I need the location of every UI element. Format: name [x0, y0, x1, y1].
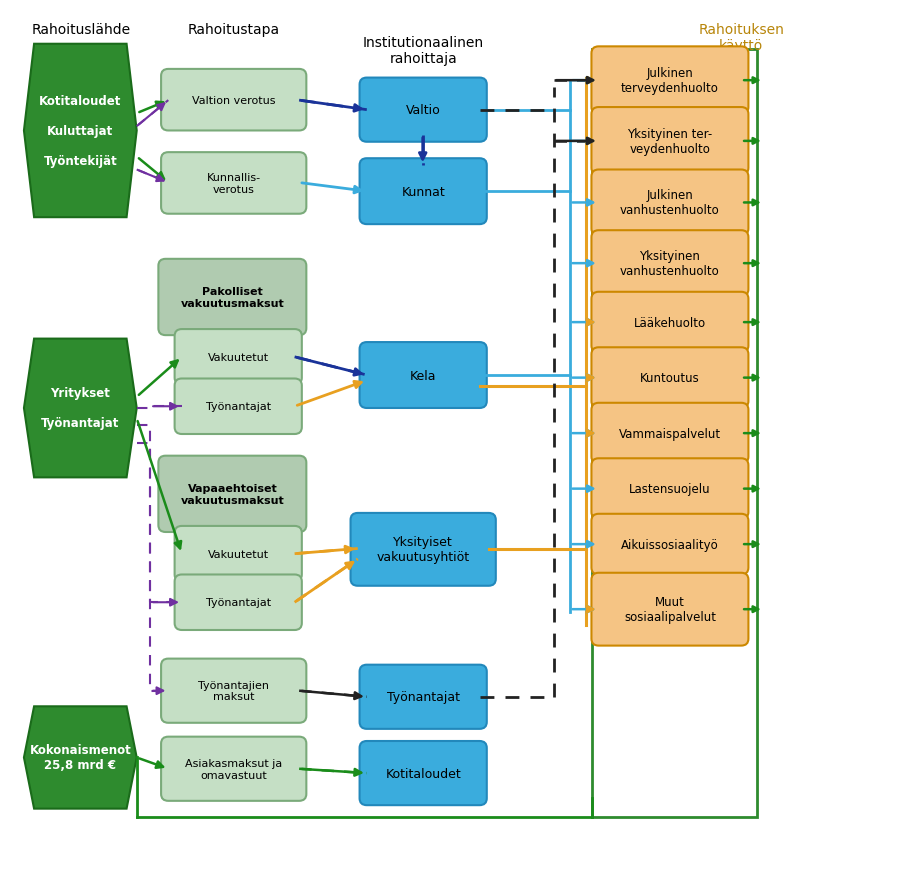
Text: Kotitaloudet: Kotitaloudet	[386, 766, 461, 779]
FancyBboxPatch shape	[161, 659, 306, 723]
Text: Työnantajien
maksut: Työnantajien maksut	[198, 680, 269, 701]
FancyBboxPatch shape	[592, 231, 748, 297]
FancyBboxPatch shape	[592, 348, 748, 408]
FancyBboxPatch shape	[175, 574, 302, 630]
FancyBboxPatch shape	[592, 514, 748, 574]
Text: Institutionaalinen
rahoittaja: Institutionaalinen rahoittaja	[363, 36, 484, 66]
Text: Muut
sosiaalipalvelut: Muut sosiaalipalvelut	[624, 595, 716, 623]
FancyBboxPatch shape	[350, 514, 496, 586]
FancyBboxPatch shape	[592, 403, 748, 464]
Text: Vammaispalvelut: Vammaispalvelut	[619, 428, 721, 440]
Text: Asiakasmaksut ja
omavastuut: Asiakasmaksut ja omavastuut	[186, 758, 282, 779]
Text: Työnantajat: Työnantajat	[205, 401, 271, 412]
Text: Julkinen
vanhustenhuolto: Julkinen vanhustenhuolto	[620, 189, 719, 217]
Text: Kotitaloudet

Kuluttajat

Työntekijät: Kotitaloudet Kuluttajat Työntekijät	[39, 95, 121, 168]
FancyBboxPatch shape	[592, 293, 748, 353]
Text: Julkinen
terveydenhuolto: Julkinen terveydenhuolto	[621, 67, 719, 95]
Text: Lastensuojelu: Lastensuojelu	[629, 482, 710, 495]
FancyBboxPatch shape	[161, 153, 306, 215]
Text: Yksityiset
vakuutusyhtiöt: Yksityiset vakuutusyhtiöt	[376, 535, 470, 564]
FancyBboxPatch shape	[359, 78, 487, 143]
Text: Valtio: Valtio	[405, 104, 441, 117]
FancyBboxPatch shape	[359, 741, 487, 806]
Text: Vakuutetut: Vakuutetut	[207, 549, 269, 559]
Text: Vapaaehtoiset
vakuutusmaksut: Vapaaehtoiset vakuutusmaksut	[180, 483, 284, 505]
FancyBboxPatch shape	[161, 737, 306, 801]
FancyBboxPatch shape	[158, 456, 306, 533]
Text: Kela: Kela	[410, 369, 436, 382]
Text: Valtion verotus: Valtion verotus	[192, 96, 275, 105]
FancyBboxPatch shape	[592, 47, 748, 115]
FancyBboxPatch shape	[175, 379, 302, 434]
Text: Kunnat: Kunnat	[401, 185, 445, 198]
Text: Rahoitustapa: Rahoitustapa	[188, 23, 281, 37]
Polygon shape	[24, 706, 137, 809]
Text: Työnantajat: Työnantajat	[205, 598, 271, 607]
FancyBboxPatch shape	[592, 170, 748, 236]
Text: Pakolliset
vakuutusmaksut: Pakolliset vakuutusmaksut	[180, 287, 284, 308]
Text: Lääkehuolto: Lääkehuolto	[634, 316, 706, 329]
Text: Rahoituslähde: Rahoituslähde	[31, 23, 130, 37]
Text: Kokonaismenot
25,8 mrd €: Kokonaismenot 25,8 mrd €	[30, 744, 131, 772]
FancyBboxPatch shape	[592, 108, 748, 176]
FancyBboxPatch shape	[158, 260, 306, 335]
FancyBboxPatch shape	[161, 70, 306, 131]
FancyBboxPatch shape	[359, 665, 487, 729]
Text: Vakuutetut: Vakuutetut	[207, 353, 269, 362]
Text: Yritykset

Työnantajat: Yritykset Työnantajat	[41, 387, 119, 430]
FancyBboxPatch shape	[592, 459, 748, 520]
Text: Kunnallis-
verotus: Kunnallis- verotus	[206, 173, 261, 195]
FancyBboxPatch shape	[359, 342, 487, 408]
Polygon shape	[24, 44, 137, 218]
FancyBboxPatch shape	[359, 159, 487, 225]
Text: Kuntoutus: Kuntoutus	[640, 372, 700, 385]
Text: Yksityinen ter-
veydenhuolto: Yksityinen ter- veydenhuolto	[627, 128, 712, 156]
FancyBboxPatch shape	[175, 329, 302, 385]
Text: Työnantajat: Työnantajat	[386, 691, 460, 704]
Polygon shape	[24, 339, 137, 478]
FancyBboxPatch shape	[592, 573, 748, 646]
Text: Yksityinen
vanhustenhuolto: Yksityinen vanhustenhuolto	[620, 250, 719, 278]
FancyBboxPatch shape	[175, 527, 302, 581]
Text: Aikuissosiaalityö: Aikuissosiaalityö	[621, 538, 719, 551]
Text: Rahoituksen
käyttö: Rahoituksen käyttö	[699, 23, 784, 53]
